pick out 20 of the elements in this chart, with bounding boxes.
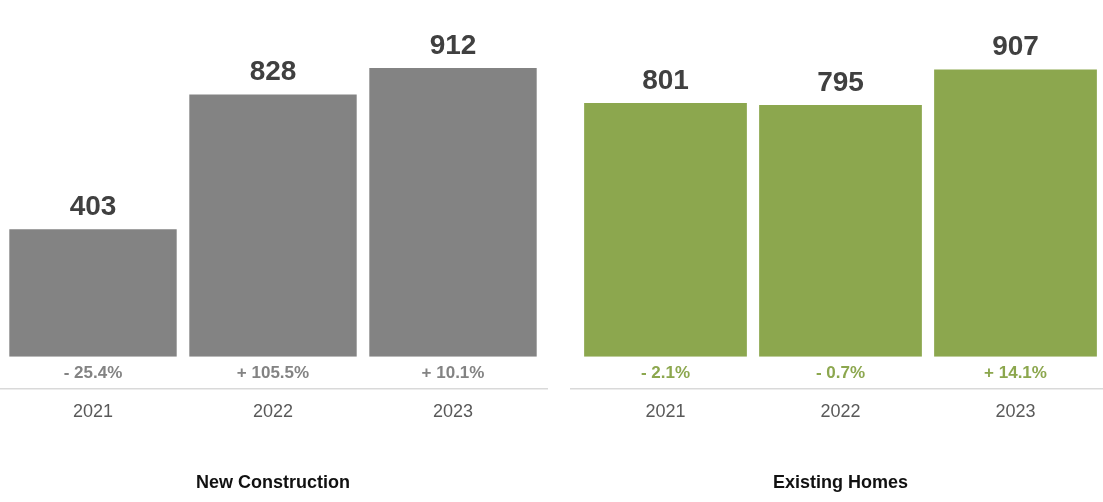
x-tick-label: 2023 <box>432 400 474 421</box>
text: - 25.4% <box>63 363 123 383</box>
data-label: 801 <box>642 63 689 95</box>
data-label: 912 <box>429 28 477 60</box>
text: + 14.1% <box>984 363 1047 383</box>
text: - 2.1% <box>640 363 691 383</box>
x-tick-label: 2023 <box>995 400 1036 421</box>
x-tick-label: 2021 <box>72 400 114 421</box>
data-label: 828 <box>249 55 297 87</box>
x-tick-label: 2022 <box>252 400 294 421</box>
text: - 0.7% <box>815 363 866 383</box>
text: + 10.1% <box>421 363 485 383</box>
x-tick-label: 2021 <box>645 400 686 421</box>
x-axis-title: Existing Homes <box>772 472 909 493</box>
data-label: 907 <box>992 30 1039 62</box>
data-label: 403 <box>69 189 117 221</box>
data-label: 795 <box>817 65 864 97</box>
x-axis-title: New Construction <box>195 472 351 493</box>
text: + 105.5% <box>236 363 310 383</box>
x-tick-label: 2022 <box>820 400 861 421</box>
